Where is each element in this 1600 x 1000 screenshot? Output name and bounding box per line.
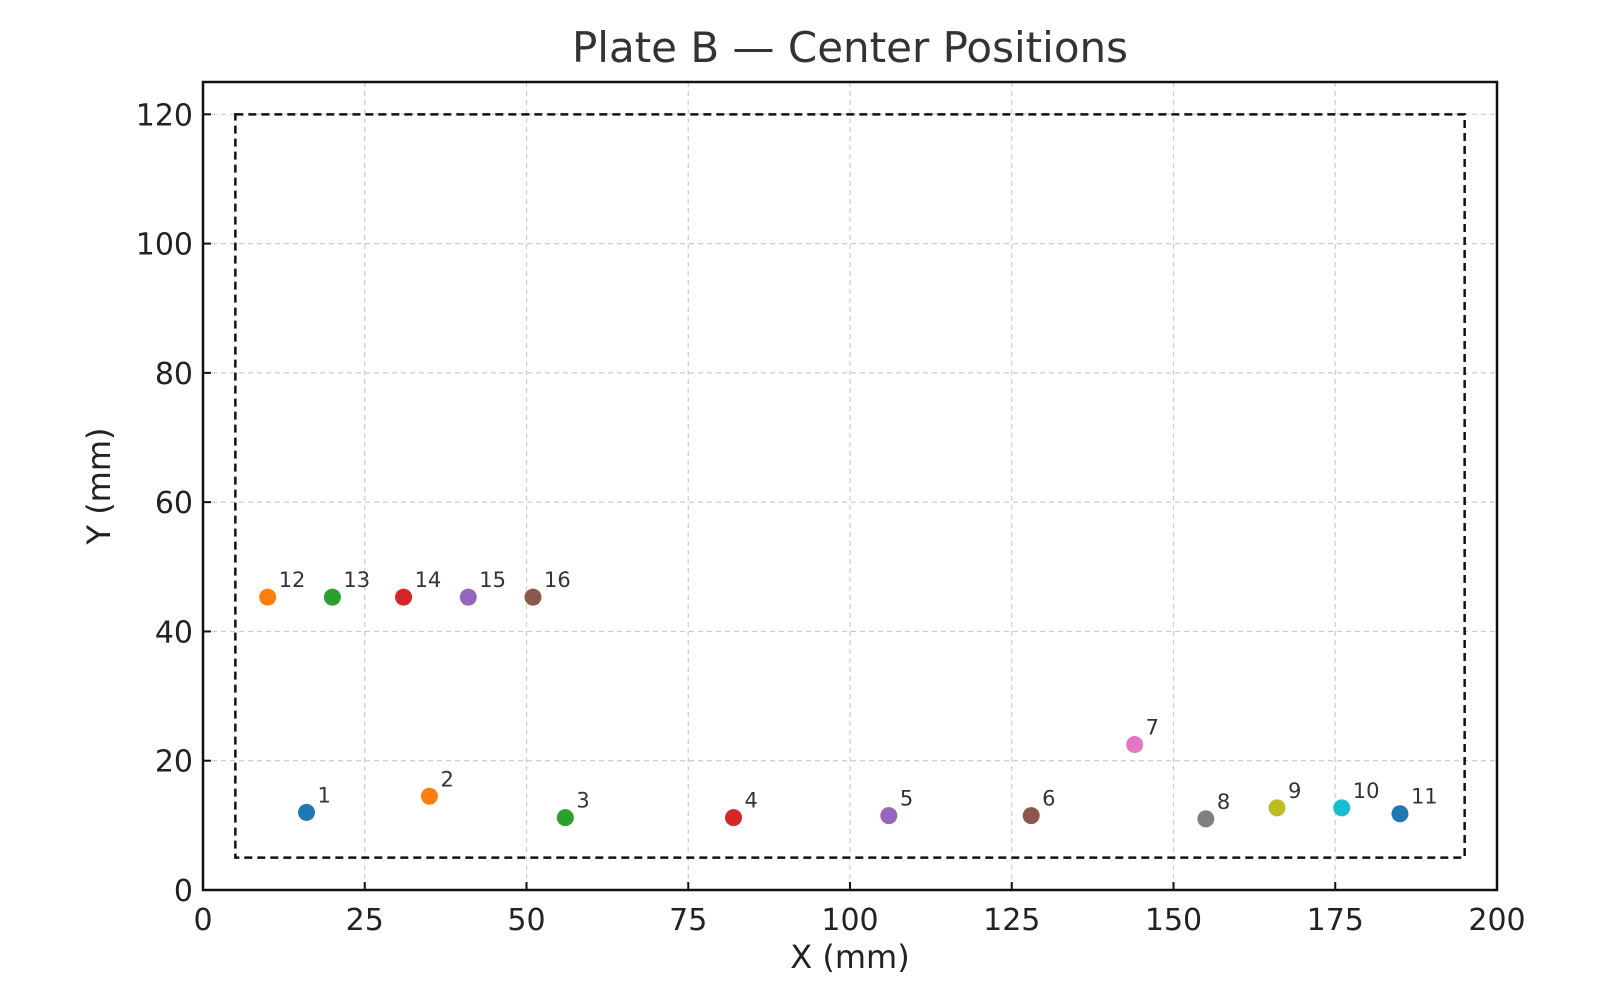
chart-title: Plate B — Center Positions — [572, 23, 1128, 72]
y-tick-label: 20 — [155, 745, 193, 780]
point-label: 16 — [544, 568, 571, 592]
data-point — [323, 588, 341, 606]
data-point — [1333, 799, 1351, 817]
point-label: 3 — [576, 789, 589, 813]
y-tick-label: 60 — [155, 486, 193, 521]
y-tick-label: 0 — [174, 874, 193, 909]
y-tick-label: 40 — [155, 615, 193, 650]
x-tick-label: 0 — [193, 903, 212, 938]
point-label: 14 — [415, 568, 442, 592]
data-point — [524, 588, 542, 606]
data-point — [1197, 810, 1215, 828]
data-point — [395, 588, 413, 606]
data-point — [459, 588, 477, 606]
x-tick-label: 175 — [1307, 903, 1364, 938]
data-point — [1391, 805, 1409, 823]
point-label: 15 — [479, 568, 506, 592]
data-point — [298, 803, 316, 821]
point-label: 8 — [1217, 790, 1230, 814]
data-point — [880, 807, 898, 825]
data-point — [1022, 807, 1040, 825]
x-tick-label: 100 — [821, 903, 878, 938]
point-label: 2 — [440, 767, 453, 791]
point-label: 9 — [1288, 779, 1301, 803]
point-label: 5 — [900, 787, 913, 811]
data-point — [1268, 799, 1286, 817]
data-point — [725, 809, 743, 827]
point-label: 4 — [745, 789, 758, 813]
y-tick-label: 80 — [155, 357, 193, 392]
x-tick-label: 125 — [983, 903, 1040, 938]
y-axis-label: Y (mm) — [80, 427, 118, 545]
y-tick-label: 100 — [136, 228, 193, 263]
y-tick-label: 120 — [136, 98, 193, 133]
data-point — [556, 809, 574, 827]
x-tick-label: 200 — [1468, 903, 1525, 938]
x-tick-label: 150 — [1145, 903, 1202, 938]
point-label: 12 — [279, 568, 306, 592]
data-point — [1126, 736, 1144, 754]
x-tick-label: 50 — [507, 903, 545, 938]
x-axis-label: X (mm) — [790, 938, 909, 976]
data-point — [259, 588, 277, 606]
data-point — [420, 787, 438, 805]
point-label: 7 — [1146, 716, 1159, 740]
point-label: 13 — [343, 568, 370, 592]
plate-boundary — [234, 113, 1466, 859]
point-label: 6 — [1042, 787, 1055, 811]
point-label: 10 — [1353, 779, 1380, 803]
x-tick-label: 75 — [669, 903, 707, 938]
grid — [202, 82, 1498, 891]
point-label: 11 — [1411, 785, 1438, 809]
point-label: 1 — [318, 783, 331, 807]
x-tick-label: 25 — [346, 903, 384, 938]
